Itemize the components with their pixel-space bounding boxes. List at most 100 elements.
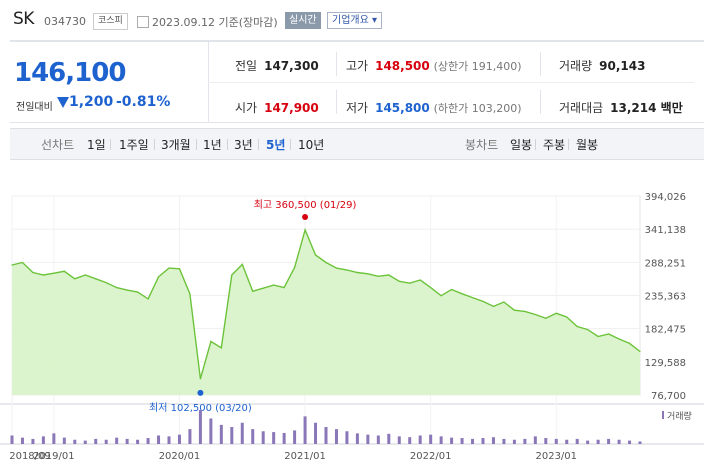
- price-point: [199, 378, 201, 380]
- x-tick-label: 2021/01: [284, 451, 326, 462]
- price-point: [168, 267, 170, 269]
- volume-bar: [272, 432, 276, 444]
- volume-bar: [450, 437, 454, 444]
- candle-chart-label: 봉차트: [465, 138, 499, 152]
- volume-bar: [512, 439, 516, 444]
- volume-bar: [282, 432, 286, 444]
- volume-bar: [429, 434, 433, 444]
- divider: [568, 139, 569, 150]
- period-3m[interactable]: 3개월: [161, 138, 191, 152]
- price-point: [210, 340, 212, 343]
- volume-bar: [355, 433, 359, 444]
- price-point: [325, 261, 327, 264]
- volume-bar: [397, 436, 401, 444]
- price-point: [294, 266, 296, 269]
- price-point: [220, 347, 222, 349]
- price-point: [628, 342, 631, 344]
- volume-bar: [10, 435, 14, 444]
- calendar-icon: [137, 16, 149, 28]
- volume-bar: [502, 438, 506, 444]
- price-point: [95, 278, 97, 280]
- price-point: [74, 278, 76, 280]
- volume-bar: [334, 429, 338, 444]
- divider: [110, 139, 111, 150]
- volume-bar: [303, 416, 307, 444]
- open-label: 시가: [235, 101, 258, 115]
- price-summary: 146,100 전일대비 1,200 -0.81% 전일 147,300 고가 14…: [10, 40, 704, 123]
- volume-bar: [481, 438, 485, 444]
- divider: [540, 52, 541, 76]
- volume-bar: [136, 439, 140, 444]
- x-tick-label: 2020/01: [159, 451, 201, 462]
- change-percent: -0.81%: [116, 94, 171, 110]
- price-point: [419, 279, 421, 281]
- volume: 거래량 90,143: [559, 57, 645, 74]
- price-point: [356, 271, 358, 274]
- divider: [290, 139, 291, 150]
- volume-bar: [628, 440, 632, 444]
- volume-bar: [491, 437, 495, 444]
- volume-bar: [177, 434, 181, 444]
- price-point: [409, 282, 411, 284]
- period-10y[interactable]: 10년: [298, 138, 325, 152]
- low-value: 145,800: [375, 101, 430, 115]
- volume-bar: [293, 430, 297, 444]
- volume-legend-swatch: [662, 411, 664, 419]
- y-tick-label: 129,588: [645, 358, 686, 369]
- high-label: 고가: [346, 59, 369, 73]
- upper-limit: (상한가 191,400): [433, 60, 522, 73]
- price-point: [304, 229, 306, 231]
- volume-bar: [115, 437, 119, 444]
- price-point: [503, 301, 505, 303]
- candle-monthly[interactable]: 월봉: [576, 138, 599, 152]
- volume-value: 90,143: [599, 59, 646, 73]
- y-tick-label: 76,700: [651, 391, 686, 402]
- price-chart[interactable]: 394,026 341,138 288,251 235,363 182,475 129,5…: [0, 176, 704, 471]
- price-point: [566, 316, 568, 318]
- volume-bar: [418, 435, 422, 444]
- volume-bar: [471, 438, 475, 444]
- period-1w[interactable]: 1주일: [119, 138, 149, 152]
- volume-bar: [387, 433, 391, 444]
- y-tick-label: 182,475: [645, 325, 686, 336]
- volume-bar: [554, 438, 558, 444]
- price-point: [231, 274, 233, 276]
- volume-bar: [544, 438, 548, 444]
- volume-bar: [209, 418, 213, 444]
- price-point: [388, 274, 390, 276]
- candle-weekly[interactable]: 주봉: [543, 138, 566, 152]
- divider: [540, 90, 541, 114]
- volume-bar: [230, 427, 234, 444]
- volume-bar: [125, 438, 129, 444]
- period-1y[interactable]: 1년: [203, 138, 222, 152]
- price-point: [63, 270, 65, 272]
- volume-bar: [638, 441, 642, 444]
- period-1d[interactable]: 1일: [87, 138, 106, 152]
- volume-bar: [83, 440, 87, 444]
- volume-bar: [607, 438, 611, 444]
- company-overview-button[interactable]: 기업개요 ▾: [327, 12, 382, 29]
- divider: [336, 90, 337, 114]
- prev-close-label: 전일: [235, 59, 258, 73]
- realtime-button[interactable]: 실시간: [285, 12, 321, 29]
- price-point: [555, 312, 557, 314]
- low-price: 저가 145,800 (하한가 103,200): [346, 99, 522, 116]
- volume-label: 거래량: [559, 59, 593, 73]
- volume-bar: [52, 433, 56, 444]
- divider: [336, 52, 337, 76]
- change-label: 전일대비: [16, 102, 53, 113]
- price-point: [32, 271, 34, 274]
- trade-amount: 거래대금 13,214 백만: [559, 99, 683, 116]
- period-3y[interactable]: 3년: [234, 138, 253, 152]
- volume-bar: [376, 435, 380, 444]
- price-area: [12, 229, 640, 395]
- current-price: 146,100: [14, 58, 126, 88]
- x-tick-label: 2018/09: [9, 451, 51, 462]
- candle-daily[interactable]: 일봉: [510, 138, 533, 152]
- volume-bar: [617, 439, 621, 444]
- period-5y[interactable]: 5년: [266, 138, 286, 152]
- price-point: [367, 273, 369, 275]
- volume-bar: [188, 429, 192, 444]
- volume-bar: [251, 429, 255, 444]
- price-point: [335, 267, 338, 269]
